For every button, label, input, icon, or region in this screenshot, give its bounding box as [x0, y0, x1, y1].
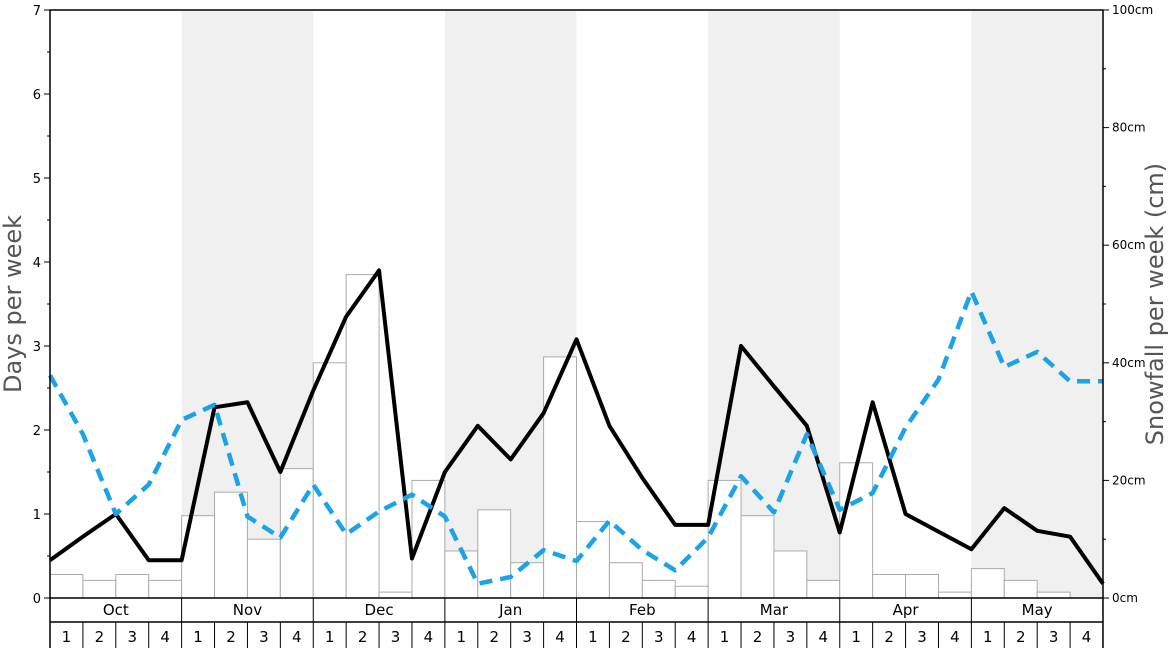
dashed-line	[48, 289, 1103, 586]
left-tick-label: 4	[33, 256, 41, 271]
snowfall-bar	[1036, 591, 1071, 599]
snowfall-bar	[148, 579, 183, 599]
week-label: 3	[522, 628, 532, 646]
month-label-feb: Feb	[629, 601, 656, 619]
month-shading	[181, 10, 1103, 598]
snowfall-bar	[937, 591, 972, 599]
week-label: 2	[753, 628, 763, 646]
snowfall-bar	[115, 573, 150, 599]
week-label: 2	[884, 628, 894, 646]
week-label: 1	[851, 628, 861, 646]
week-label: 4	[160, 628, 170, 646]
week-label: 2	[1016, 628, 1026, 646]
snowfall-bar	[543, 356, 577, 599]
week-label: 2	[95, 628, 105, 646]
right-tick-label: 60cm	[1112, 238, 1146, 252]
week-label: 4	[950, 628, 960, 646]
month-label-mar: Mar	[760, 601, 789, 619]
snowfall-bar	[872, 573, 907, 599]
week-label: 1	[325, 628, 335, 646]
week-label: 1	[457, 628, 467, 646]
snowfall-bar	[82, 579, 117, 599]
right-tick-label: 20cm	[1112, 473, 1146, 487]
week-label: 4	[819, 628, 829, 646]
snowfall-bar	[674, 585, 709, 599]
snowfall-bar	[378, 591, 413, 599]
left-tick-label: 0	[33, 592, 41, 607]
week-label: 1	[193, 628, 203, 646]
snowfall-bar	[312, 362, 347, 599]
snowfall-bar	[214, 491, 248, 599]
month-label-oct: Oct	[103, 601, 129, 619]
month-label-nov: Nov	[233, 601, 262, 619]
week-label: 1	[983, 628, 993, 646]
month-week-axis: Oct 1 2 3 4 Nov 1 2 3 4 Dec 1 2 3 4 Jan 1 2 3 4 Feb 1 2 3 4 Mar 1 2…	[49, 598, 1104, 648]
snowfall-bar	[49, 573, 84, 599]
snowfall-bar	[1003, 579, 1038, 599]
month-label-may: May	[1022, 601, 1053, 619]
left-axis-title: Days per week	[0, 215, 27, 393]
left-tick-label: 2	[33, 424, 41, 439]
week-label: 3	[654, 628, 664, 646]
week-label: 1	[62, 628, 72, 646]
snowfall-bar	[246, 538, 281, 599]
right-tick-label: 80cm	[1112, 121, 1146, 135]
week-label: 2	[489, 628, 499, 646]
week-label: 3	[259, 628, 269, 646]
snowfall-bar	[576, 521, 610, 599]
series-lines	[48, 268, 1105, 586]
week-label: 4	[1082, 628, 1092, 646]
week-label: 4	[292, 628, 302, 646]
week-label: 2	[621, 628, 631, 646]
snowfall-bar	[905, 573, 939, 599]
week-label: 3	[127, 628, 137, 646]
left-tick-label: 3	[33, 340, 41, 355]
left-tick-label: 6	[33, 88, 41, 103]
snowfall-bar	[510, 562, 545, 599]
right-tick-label: 40cm	[1112, 356, 1146, 370]
week-label: 4	[555, 628, 565, 646]
month-label-dec: Dec	[365, 601, 394, 619]
snowfall-bar	[740, 515, 775, 599]
week-label: 1	[720, 628, 730, 646]
snowfall-bar	[641, 579, 676, 599]
week-label: 3	[1049, 628, 1059, 646]
week-label: 3	[391, 628, 401, 646]
week-label: 3	[917, 628, 927, 646]
month-label-apr: Apr	[893, 601, 920, 619]
solid-line	[48, 268, 1105, 585]
snowfall-bar	[345, 274, 380, 599]
week-label: 2	[226, 628, 236, 646]
snowfall-bars	[49, 274, 1071, 599]
week-label: 4	[424, 628, 434, 646]
snowfall-bar	[839, 462, 874, 599]
right-axis-title: Snowfall per week (cm)	[1141, 163, 1168, 445]
right-tick-label: 100cm	[1112, 3, 1153, 17]
week-label: 3	[786, 628, 796, 646]
month-label-jan: Jan	[498, 601, 522, 619]
snowfall-bar	[806, 579, 841, 599]
left-tick-label: 5	[33, 172, 41, 187]
snowfall-bar	[970, 568, 1005, 599]
week-label: 2	[358, 628, 368, 646]
snowfall-bar	[773, 550, 808, 599]
left-tick-label: 1	[33, 508, 41, 523]
left-tick-label: 7	[33, 4, 41, 19]
month-shade-may	[971, 10, 1103, 598]
week-label: 4	[687, 628, 697, 646]
right-tick-label: 0cm	[1112, 591, 1138, 605]
snowfall-bar	[411, 479, 446, 599]
snowfall-bar	[608, 562, 643, 599]
week-label: 1	[588, 628, 598, 646]
